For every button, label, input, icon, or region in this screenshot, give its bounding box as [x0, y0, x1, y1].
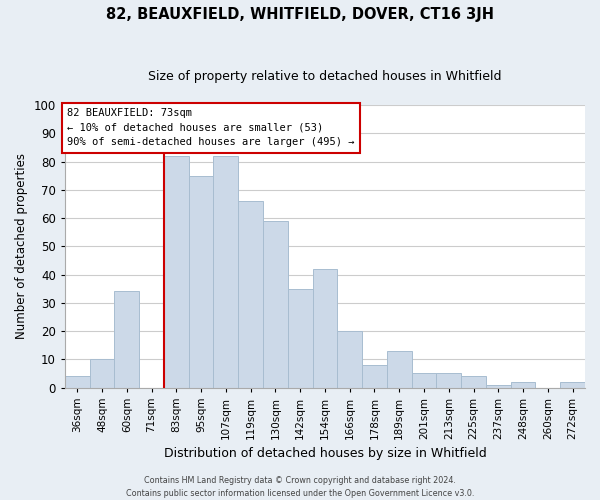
Bar — [486, 384, 511, 388]
Title: Size of property relative to detached houses in Whitfield: Size of property relative to detached ho… — [148, 70, 502, 83]
Bar — [89, 360, 115, 388]
Bar — [263, 221, 288, 388]
Bar — [238, 201, 263, 388]
Bar — [387, 351, 412, 388]
Bar — [436, 374, 461, 388]
Bar — [313, 269, 337, 388]
Text: 82, BEAUXFIELD, WHITFIELD, DOVER, CT16 3JH: 82, BEAUXFIELD, WHITFIELD, DOVER, CT16 3… — [106, 8, 494, 22]
Bar — [214, 156, 238, 388]
Bar — [511, 382, 535, 388]
Bar — [164, 156, 188, 388]
Bar — [461, 376, 486, 388]
Bar — [337, 331, 362, 388]
Text: 82 BEAUXFIELD: 73sqm
← 10% of detached houses are smaller (53)
90% of semi-detac: 82 BEAUXFIELD: 73sqm ← 10% of detached h… — [67, 108, 355, 148]
Bar — [560, 382, 585, 388]
Bar — [115, 292, 139, 388]
X-axis label: Distribution of detached houses by size in Whitfield: Distribution of detached houses by size … — [164, 447, 486, 460]
Bar — [188, 176, 214, 388]
Text: Contains HM Land Registry data © Crown copyright and database right 2024.
Contai: Contains HM Land Registry data © Crown c… — [126, 476, 474, 498]
Bar — [288, 288, 313, 388]
Bar — [65, 376, 89, 388]
Bar — [412, 374, 436, 388]
Bar — [362, 365, 387, 388]
Y-axis label: Number of detached properties: Number of detached properties — [15, 154, 28, 340]
